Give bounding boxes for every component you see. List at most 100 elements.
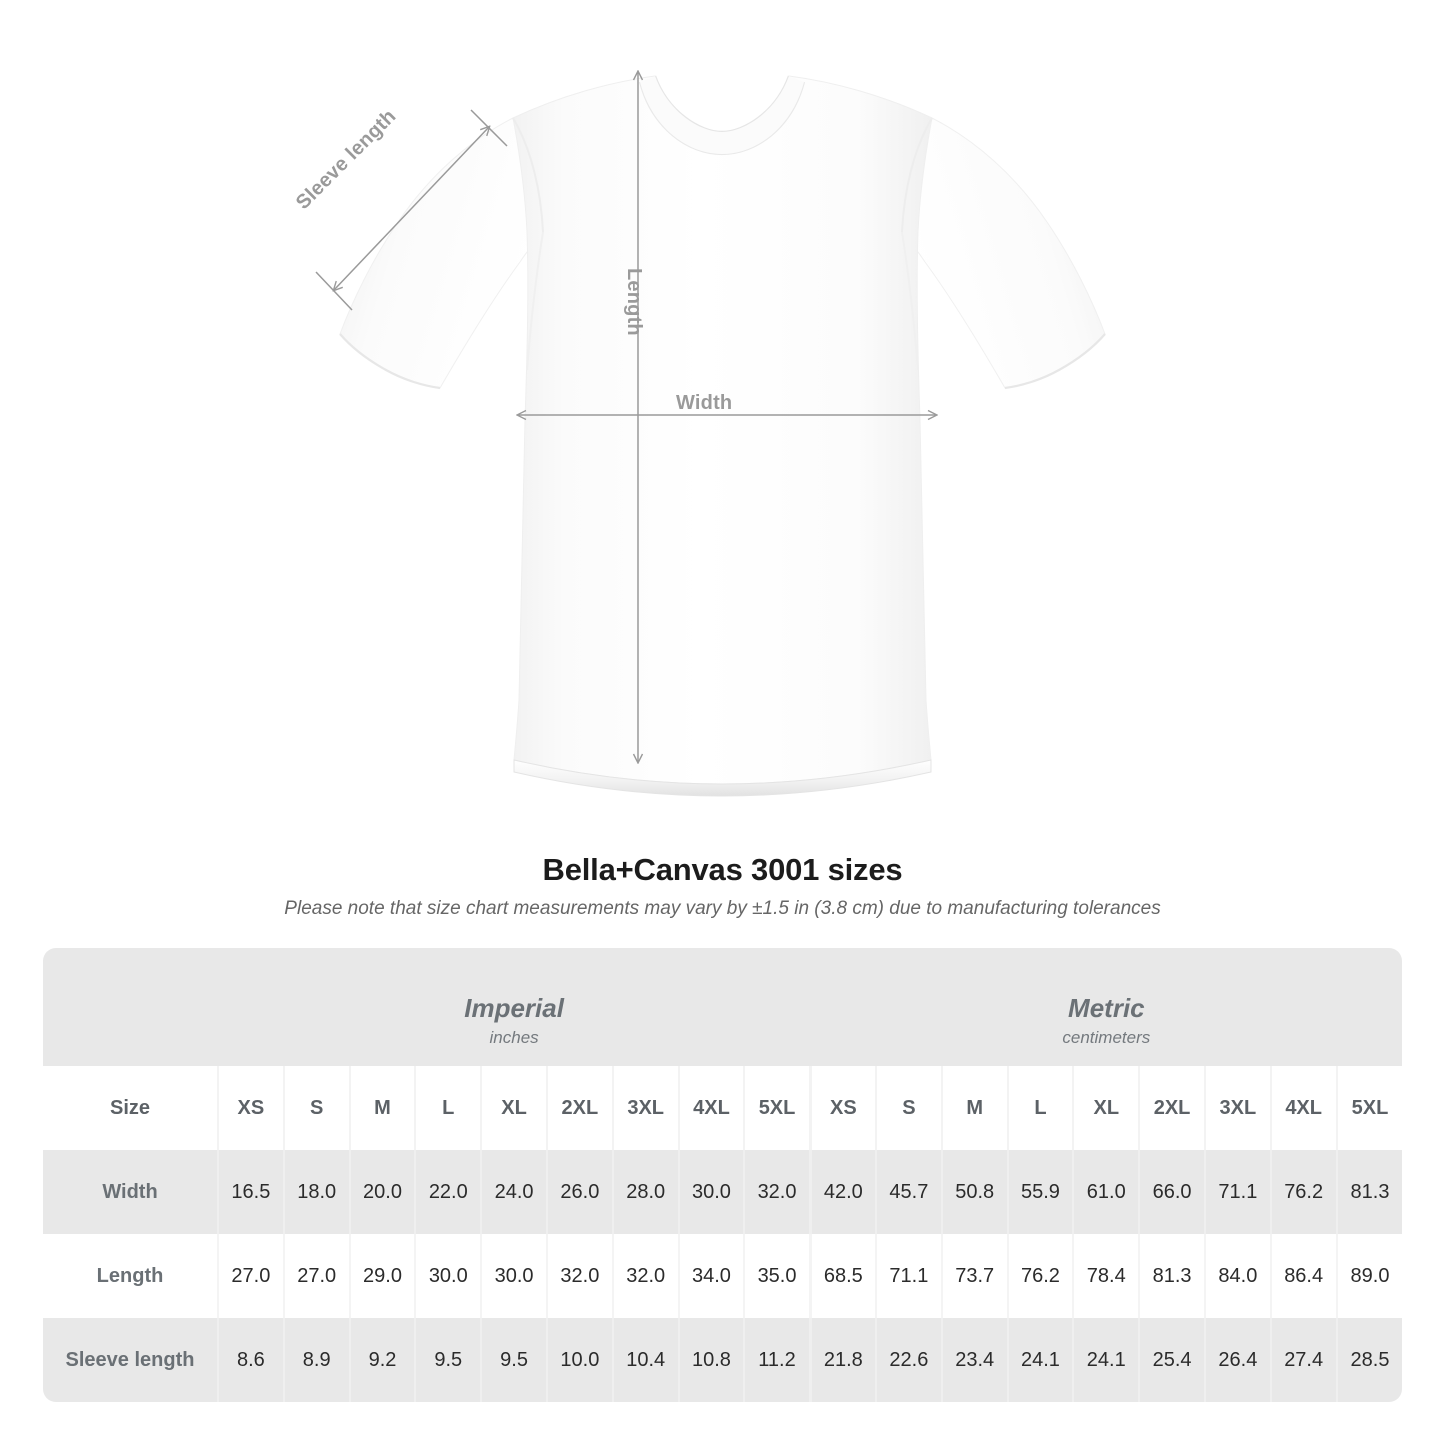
cell-imperial-3xl: 10.4 (611, 1318, 679, 1402)
table-row: Width 16.5 18.0 20.0 22.0 24.0 26.0 28.0 30.0 32.… (43, 1150, 1402, 1234)
cell-imperial-4xl: 10.8 (677, 1318, 745, 1402)
cell-metric-m: 73.7 (940, 1234, 1008, 1318)
cell-metric-xs: 21.8 (808, 1318, 876, 1402)
size-header-label: Size (43, 1066, 218, 1150)
unit-group-header-row: Imperial inches Metric centimeters (43, 948, 1402, 1066)
cell-metric-s: 71.1 (874, 1234, 942, 1318)
cell-imperial-2xl: 10.0 (545, 1318, 613, 1402)
cell-metric-2xl: 81.3 (1138, 1234, 1205, 1318)
cell-imperial-l: 22.0 (414, 1150, 482, 1234)
size-header-imperial-5xl: 5XL (743, 1066, 811, 1150)
unit-header-spacer (43, 948, 218, 1066)
cell-metric-l: 55.9 (1006, 1150, 1074, 1234)
left-shoulder-seam (512, 117, 544, 233)
cell-imperial-3xl: 32.0 (611, 1234, 679, 1318)
size-header-metric-5xl: 5XL (1335, 1066, 1402, 1150)
table-row: Length 27.0 27.0 29.0 30.0 30.0 32.0 32.0 34.0 35… (43, 1234, 1402, 1318)
cell-imperial-l: 9.5 (414, 1318, 482, 1402)
cell-metric-5xl: 89.0 (1335, 1234, 1402, 1318)
size-table-container: Imperial inches Metric centimeters Size XS S M L… (43, 948, 1402, 1402)
cell-metric-xs: 68.5 (808, 1234, 876, 1318)
cell-imperial-xl: 30.0 (480, 1234, 547, 1318)
size-header-metric-3xl: 3XL (1203, 1066, 1271, 1150)
unit-group-metric: Metric centimeters (810, 948, 1402, 1066)
cell-imperial-5xl: 32.0 (743, 1150, 811, 1234)
cell-imperial-s: 18.0 (282, 1150, 350, 1234)
size-table: Imperial inches Metric centimeters Size XS S M L… (43, 948, 1402, 1402)
cell-imperial-2xl: 26.0 (545, 1150, 613, 1234)
width-label: Width (676, 392, 733, 414)
cell-imperial-xl: 24.0 (480, 1150, 547, 1234)
right-sleeve (901, 117, 1106, 389)
cell-imperial-s: 8.9 (282, 1318, 350, 1402)
row-label-sleeve-length: Sleeve length (43, 1318, 218, 1402)
cell-metric-4xl: 27.4 (1269, 1318, 1337, 1402)
cell-imperial-5xl: 11.2 (743, 1318, 811, 1402)
unit-group-imperial: Imperial inches (218, 948, 811, 1066)
size-header-metric-xs: XS (808, 1066, 876, 1150)
size-header-imperial-xs: XS (217, 1066, 284, 1150)
length-label: Length (623, 268, 645, 336)
cell-metric-5xl: 81.3 (1335, 1150, 1402, 1234)
cell-metric-m: 23.4 (940, 1318, 1008, 1402)
cell-imperial-l: 30.0 (414, 1234, 482, 1318)
cell-metric-l: 76.2 (1006, 1234, 1074, 1318)
table-row: Sleeve length 8.6 8.9 9.2 9.5 9.5 10.0 10.4 10.8… (43, 1318, 1402, 1402)
cell-metric-l: 24.1 (1006, 1318, 1074, 1402)
shirt-body (512, 75, 933, 785)
unit-group-subtitle: inches (489, 1028, 539, 1048)
size-header-imperial-3xl: 3XL (611, 1066, 679, 1150)
left-sleeve-cuff (339, 333, 441, 390)
left-armhole-seam (526, 231, 544, 371)
cell-metric-xs: 42.0 (808, 1150, 876, 1234)
size-header-row: Size XS S M L XL 2XL 3XL 4XL 5XL XS S M L XL 2XL 3XL 4XL 5… (43, 1066, 1402, 1150)
cell-metric-3xl: 26.4 (1203, 1318, 1271, 1402)
cell-imperial-xs: 27.0 (217, 1234, 284, 1318)
unit-group-subtitle: centimeters (1062, 1028, 1151, 1048)
sleeve-length-endcap-lower (315, 271, 353, 311)
cell-metric-s: 22.6 (874, 1318, 942, 1402)
cell-imperial-5xl: 35.0 (743, 1234, 811, 1318)
cell-imperial-s: 27.0 (282, 1234, 350, 1318)
tshirt-diagram: Sleeve length Length Width (292, 0, 1106, 797)
cell-metric-3xl: 84.0 (1203, 1234, 1271, 1318)
cell-imperial-xs: 16.5 (217, 1150, 284, 1234)
page-subtitle: Please note that size chart measurements… (284, 898, 1161, 919)
size-header-imperial-m: M (348, 1066, 416, 1150)
cell-metric-s: 45.7 (874, 1150, 942, 1234)
cell-metric-xl: 61.0 (1072, 1150, 1140, 1234)
right-shoulder-seam (901, 117, 933, 233)
page-title: Bella+Canvas 3001 sizes (542, 852, 903, 887)
cell-imperial-4xl: 34.0 (677, 1234, 745, 1318)
size-header-imperial-s: S (282, 1066, 350, 1150)
cell-imperial-3xl: 28.0 (611, 1150, 679, 1234)
cell-metric-xl: 24.1 (1072, 1318, 1140, 1402)
sleeve-length-endcap-upper (470, 109, 508, 147)
right-sleeve-cuff (1004, 333, 1106, 390)
size-header-imperial-l: L (414, 1066, 482, 1150)
size-header-metric-2xl: 2XL (1138, 1066, 1205, 1150)
right-armhole-seam (901, 231, 919, 371)
unit-group-name: Metric (1068, 993, 1145, 1024)
size-header-metric-s: S (874, 1066, 942, 1150)
table-body: Imperial inches Metric centimeters Size XS S M L… (43, 948, 1402, 1402)
cell-imperial-m: 9.2 (348, 1318, 416, 1402)
size-header-metric-l: L (1006, 1066, 1074, 1150)
size-header-metric-m: M (940, 1066, 1008, 1150)
cell-imperial-xs: 8.6 (217, 1318, 284, 1402)
cell-metric-4xl: 76.2 (1269, 1150, 1337, 1234)
cell-metric-m: 50.8 (940, 1150, 1008, 1234)
size-header-metric-xl: XL (1072, 1066, 1140, 1150)
cell-metric-2xl: 25.4 (1138, 1318, 1205, 1402)
tshirt-illustration (315, 0, 1106, 797)
row-label-width: Width (43, 1150, 218, 1234)
sleeve-length-annotation (315, 109, 508, 311)
cell-metric-xl: 78.4 (1072, 1234, 1140, 1318)
size-header-imperial-xl: XL (480, 1066, 547, 1150)
row-label-length: Length (43, 1234, 218, 1318)
left-sleeve (339, 117, 544, 389)
cell-imperial-m: 29.0 (348, 1234, 416, 1318)
size-header-metric-4xl: 4XL (1269, 1066, 1337, 1150)
cell-metric-4xl: 86.4 (1269, 1234, 1337, 1318)
